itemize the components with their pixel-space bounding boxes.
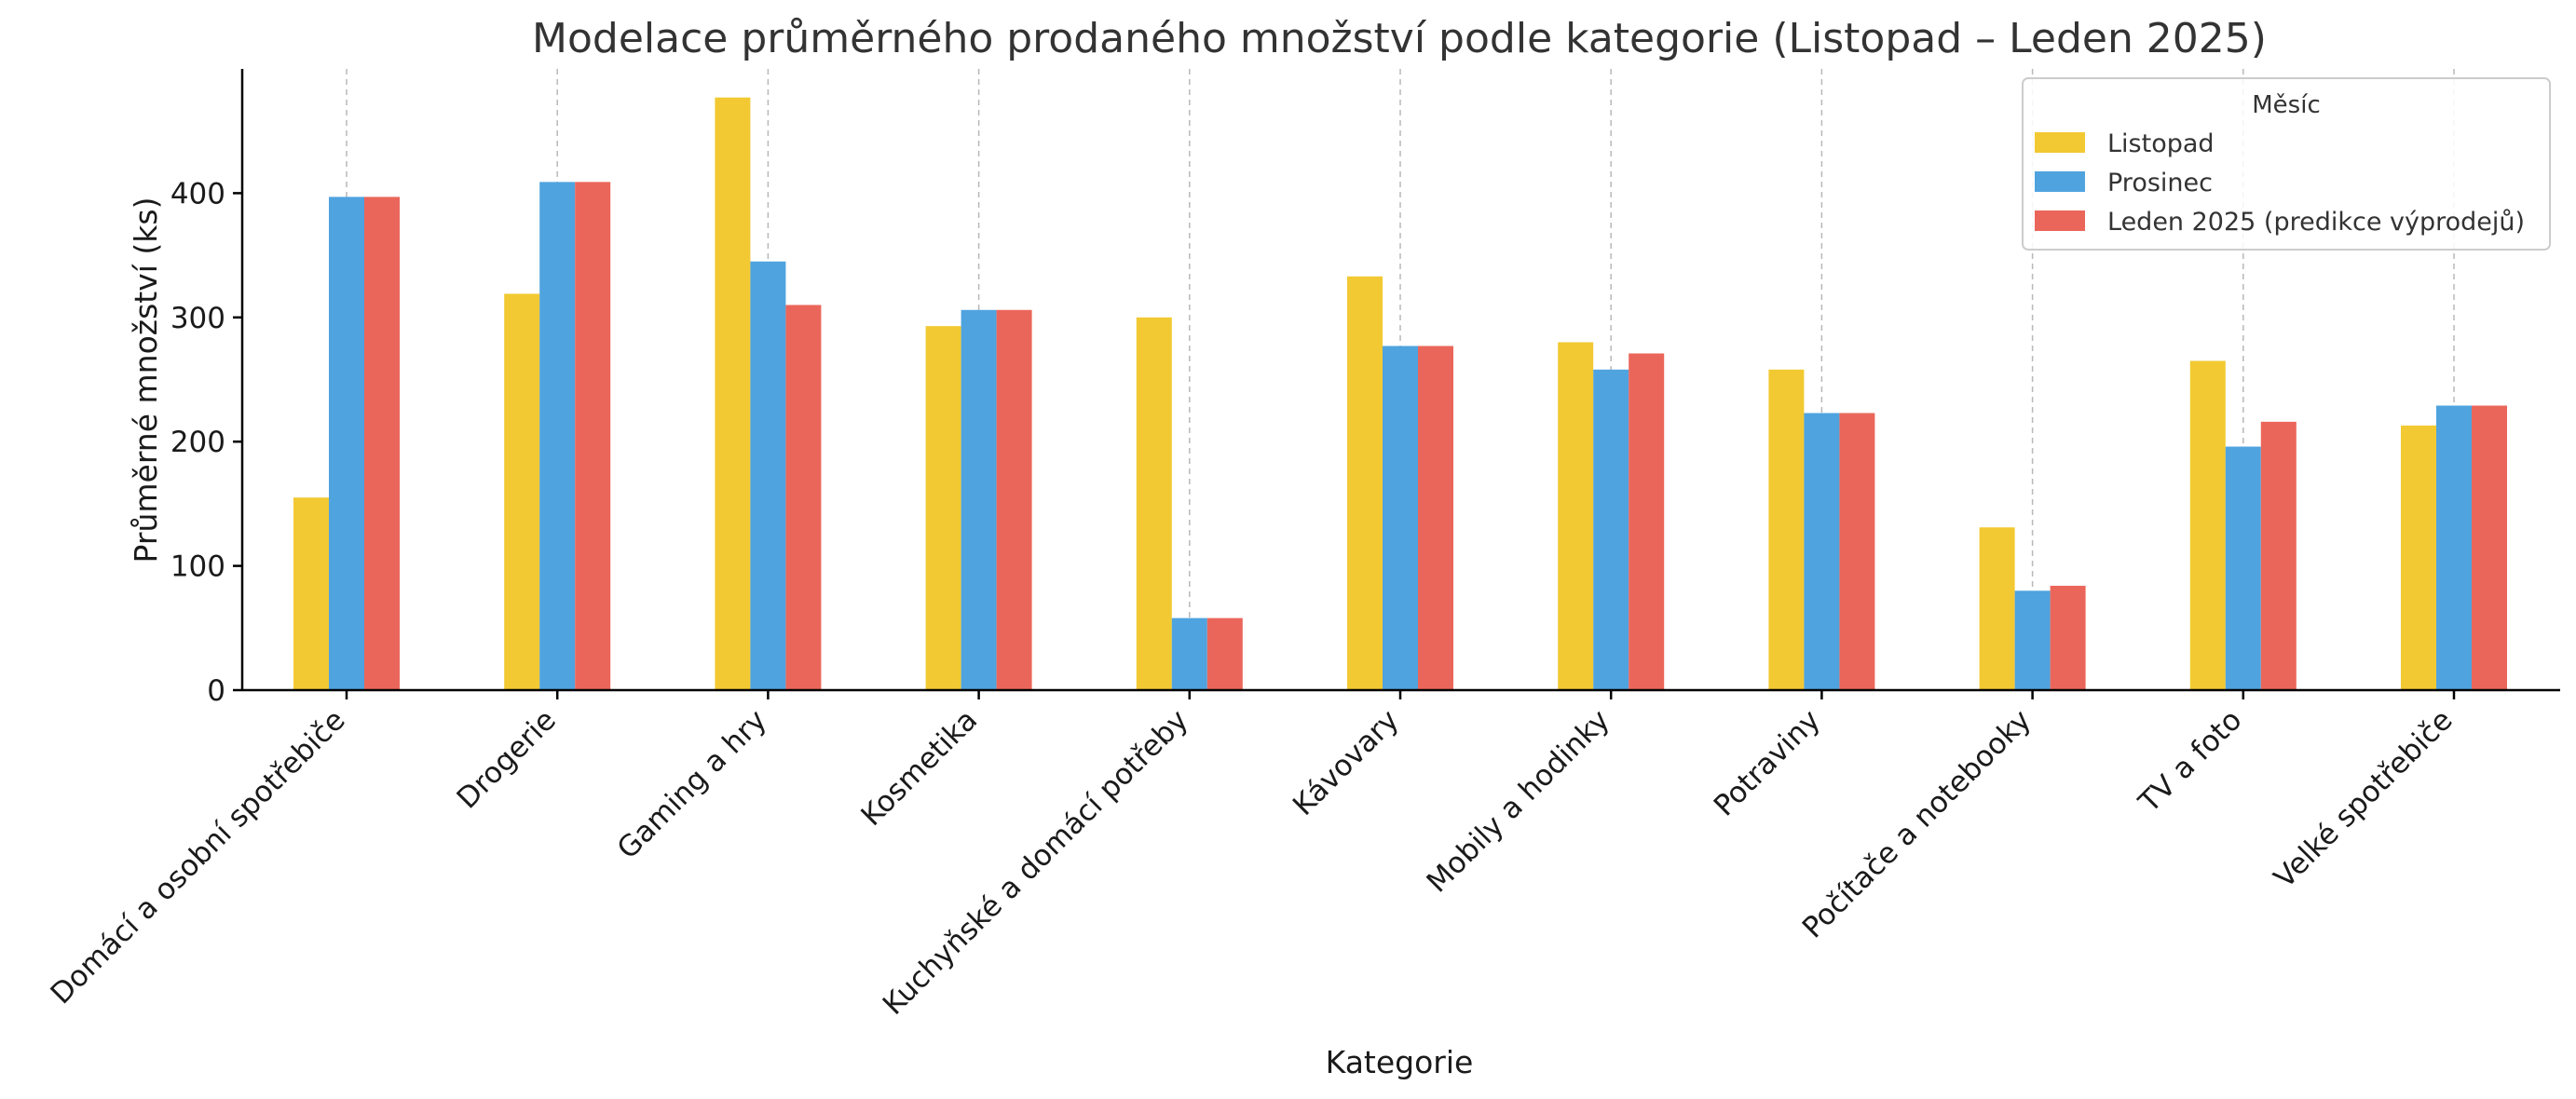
y-ticks: 0 100 200 300 400 — [170, 177, 242, 708]
x-tick-label: Kosmetika — [854, 703, 984, 833]
x-axis-label: Kategorie — [1326, 1044, 1474, 1080]
x-tick-label: Potraviny — [1708, 703, 1827, 822]
bar-prosinec-kuchynske-a-domaci-potreby — [1171, 617, 1207, 690]
x-tick-label: Domácí a osobní spotřebiče — [45, 703, 352, 1011]
legend-swatch-prosinec — [2035, 171, 2085, 192]
legend-title: Měsíc — [2252, 91, 2321, 119]
legend-swatch-listopad — [2035, 132, 2085, 153]
bar-listopad-kavovary — [1347, 276, 1383, 690]
x-tick-label: Mobily a hodinky — [1421, 703, 1616, 899]
bar-leden-2025-predikce-vyprodeju-domaci-a-osobni-spotrebice — [364, 197, 400, 691]
legend-label-listopad: Listopad — [2107, 129, 2215, 158]
bar-prosinec-tv-a-foto — [2225, 446, 2261, 690]
bar-listopad-kosmetika — [925, 326, 961, 690]
x-tick-label: Gaming a hry — [611, 703, 773, 865]
x-tick-label: Počítače a notebooky — [1796, 703, 2038, 944]
legend-label-leden-2025-predikce-vyprodeju: Leden 2025 (predikce výprodejů) — [2107, 208, 2525, 237]
bar-leden-2025-predikce-vyprodeju-kosmetika — [996, 309, 1032, 690]
bar-leden-2025-predikce-vyprodeju-kuchynske-a-domaci-potreby — [1206, 617, 1243, 690]
bar-leden-2025-predikce-vyprodeju-kavovary — [1418, 346, 1453, 690]
bar-prosinec-drogerie — [539, 182, 576, 691]
bar-leden-2025-predikce-vyprodeju-mobily-a-hodinky — [1629, 353, 1665, 690]
bar-prosinec-domaci-a-osobni-spotrebice — [329, 197, 364, 691]
bar-leden-2025-predikce-vyprodeju-drogerie — [575, 182, 611, 691]
bar-prosinec-mobily-a-hodinky — [1593, 369, 1629, 690]
bars — [293, 97, 2507, 691]
bar-leden-2025-predikce-vyprodeju-tv-a-foto — [2260, 421, 2297, 690]
bar-listopad-drogerie — [504, 293, 540, 690]
bar-listopad-domaci-a-osobni-spotrebice — [293, 497, 329, 690]
bar-leden-2025-predikce-vyprodeju-gaming-a-hry — [785, 305, 822, 690]
y-tick-label: 300 — [170, 302, 225, 335]
legend-swatch-leden-2025-predikce-vyprodeju — [2035, 210, 2085, 231]
bar-prosinec-potraviny — [1804, 413, 1840, 690]
bar-listopad-velke-spotrebice — [2401, 425, 2436, 690]
legend-box — [2022, 77, 2551, 251]
bar-listopad-tv-a-foto — [2189, 360, 2226, 690]
y-tick-label: 0 — [207, 674, 225, 708]
legend-items: Listopad Prosinec Leden 2025 (predikce výp… — [2035, 129, 2525, 237]
bar-prosinec-velke-spotrebice — [2436, 405, 2472, 690]
x-tick-label: TV a foto — [2132, 703, 2248, 820]
y-tick-label: 400 — [170, 177, 225, 210]
x-ticks: Domácí a osobní spotřebiče Drogerie Gaming… — [45, 690, 2460, 1022]
y-tick-label: 100 — [170, 550, 225, 584]
chart-title: Modelace průměrného prodaného množství p… — [532, 15, 2267, 62]
bar-leden-2025-predikce-vyprodeju-potraviny — [1839, 413, 1875, 690]
x-tick-label: Drogerie — [451, 703, 563, 815]
bar-listopad-potraviny — [1768, 369, 1805, 690]
bar-listopad-pocitace-a-notebooky — [1979, 527, 2015, 690]
bar-listopad-kuchynske-a-domaci-potreby — [1136, 317, 1172, 690]
bar-leden-2025-predikce-vyprodeju-velke-spotrebice — [2472, 405, 2507, 690]
bar-prosinec-kavovary — [1383, 346, 1418, 690]
bar-listopad-gaming-a-hry — [715, 97, 751, 690]
y-tick-label: 200 — [170, 426, 225, 459]
legend: Měsíc Listopad Prosinec Leden 2025 (predik… — [2022, 77, 2551, 251]
bar-prosinec-pocitace-a-notebooky — [2014, 590, 2051, 690]
legend-label-prosinec: Prosinec — [2107, 169, 2213, 197]
x-tick-label: Kávovary — [1287, 703, 1406, 822]
bar-prosinec-gaming-a-hry — [750, 261, 786, 690]
bar-prosinec-kosmetika — [961, 309, 997, 690]
bar-listopad-mobily-a-hodinky — [1558, 342, 1594, 690]
bar-leden-2025-predikce-vyprodeju-pocitace-a-notebooky — [2050, 585, 2086, 690]
x-tick-label: Velké spotřebiče — [2268, 703, 2460, 895]
y-axis-label: Průměrné množství (ks) — [128, 197, 164, 563]
